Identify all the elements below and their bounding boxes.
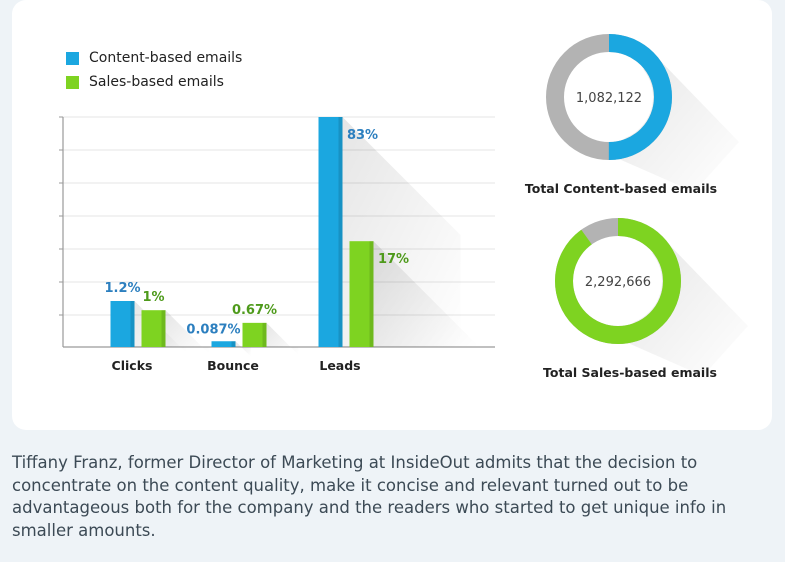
donut-value-content: 1,082,122: [576, 91, 642, 106]
legend-label-sales: Sales-based emails: [89, 74, 224, 90]
bar-content-leads: [318, 117, 343, 347]
donut-slice-content: [546, 34, 672, 160]
data-label-sales-clicks: 1%: [142, 290, 164, 305]
bar-edge-sales: [262, 322, 267, 347]
data-label-sales-leads: 17%: [378, 252, 409, 267]
donut-hole-sales: [574, 237, 662, 325]
bar-content-bounce: [211, 341, 236, 347]
donut-hole-content: [565, 53, 653, 141]
bar-edge-content: [130, 301, 135, 347]
donut-slice-sales: [555, 218, 681, 344]
legend-swatch-content: [66, 51, 79, 65]
bar-sales-bounce: [242, 322, 267, 347]
bar-sales-clicks: [141, 310, 166, 347]
legend-label-content: Content-based emails: [89, 50, 243, 66]
data-label-content-clicks: 1.2%: [104, 281, 140, 296]
donut-caption-content: Total Content-based emails: [525, 181, 717, 196]
email-comparison-chart: 1.2% 0.087% 83% 1% 0.67% 17% Clicks Bounce Leads…: [59, 34, 748, 380]
donut-value-sales: 2,292,666: [585, 275, 651, 290]
bar-edge-sales: [369, 241, 374, 347]
bar-edge-content: [231, 341, 236, 347]
article-paragraph: Tiffany Franz, former Director of Market…: [12, 453, 727, 540]
bar-shadow-sales: [373, 241, 479, 347]
data-label-sales-bounce: 0.67%: [232, 303, 277, 318]
bar-shadow-content: [235, 341, 251, 357]
data-label-content-leads: 83%: [347, 128, 378, 143]
x-tick-label-clicks: Clicks: [112, 358, 153, 373]
data-label-content-bounce: 0.087%: [186, 322, 240, 337]
bar-edge-content: [338, 117, 343, 347]
chart-legend: Content-based emails Sales-based emails: [66, 46, 242, 94]
bar-sales-leads: [349, 241, 374, 347]
donut-caption-sales: Total Sales-based emails: [543, 365, 717, 380]
bar-edge-sales: [161, 310, 166, 347]
bar-shadow-sales: [165, 310, 209, 354]
bar-shadow-sales: [266, 322, 299, 355]
x-tick-label-bounce: Bounce: [207, 358, 259, 373]
bar-content-clicks: [110, 301, 135, 347]
legend-swatch-sales: [66, 75, 79, 89]
legend-item-sales: Sales-based emails: [66, 70, 242, 94]
legend-item-content: Content-based emails: [66, 46, 242, 70]
x-tick-label-leads: Leads: [319, 358, 360, 373]
